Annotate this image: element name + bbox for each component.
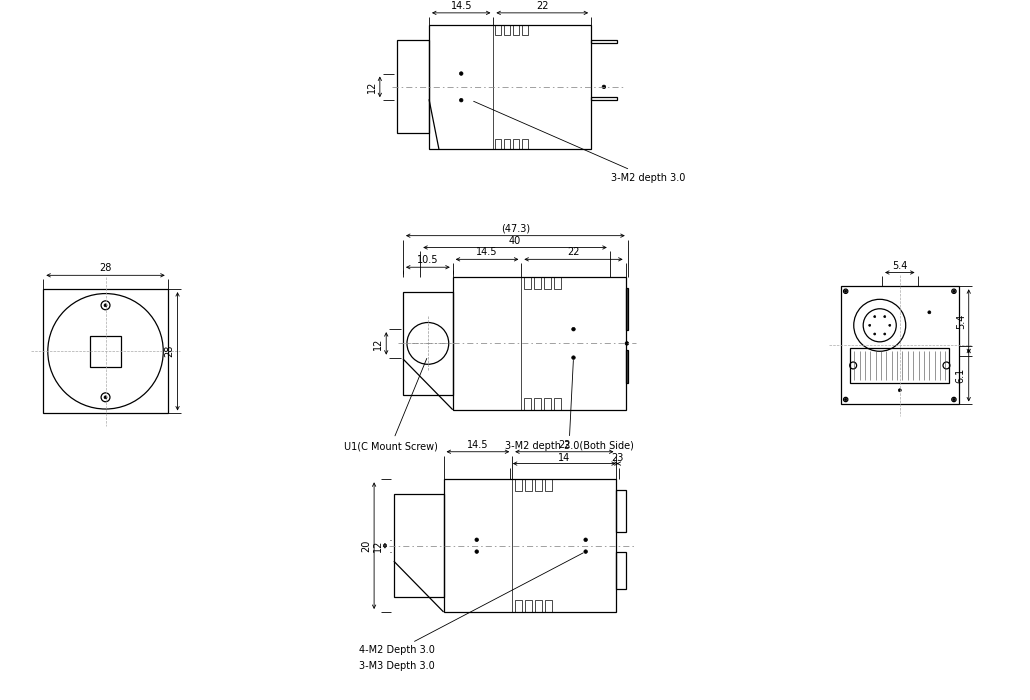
Circle shape (873, 316, 875, 318)
Text: 3-M2 depth 3.0: 3-M2 depth 3.0 (474, 102, 685, 183)
Bar (397, 40, 430, 134)
Circle shape (873, 333, 875, 335)
Circle shape (475, 550, 479, 554)
Text: 20: 20 (362, 540, 371, 552)
Text: 28: 28 (99, 263, 111, 274)
Text: 12: 12 (373, 540, 383, 552)
Text: 22: 22 (558, 440, 571, 450)
Bar (544, 398, 551, 410)
Bar (505, 139, 510, 149)
Circle shape (845, 290, 847, 293)
Bar (513, 139, 519, 149)
Text: 22: 22 (536, 1, 549, 11)
Text: U1(C Mount Screw): U1(C Mount Screw) (344, 358, 438, 452)
Text: 12: 12 (373, 337, 383, 349)
Bar (625, 350, 628, 383)
Bar (616, 490, 626, 533)
Bar (535, 398, 541, 410)
Bar (535, 480, 542, 491)
Text: 22: 22 (568, 247, 580, 258)
Bar (495, 139, 502, 149)
Circle shape (928, 311, 931, 314)
Text: 5.4: 5.4 (956, 314, 966, 329)
Bar (522, 139, 528, 149)
Circle shape (459, 99, 464, 102)
Bar (90, 336, 122, 367)
Circle shape (584, 550, 587, 554)
Bar (430, 25, 591, 149)
Bar (545, 600, 552, 612)
Bar (591, 40, 617, 43)
Bar (525, 480, 531, 491)
Circle shape (104, 304, 107, 307)
Bar (453, 277, 625, 409)
Bar (43, 289, 168, 414)
Text: 23: 23 (612, 453, 624, 463)
Text: 5.4: 5.4 (892, 260, 907, 271)
Bar (403, 292, 453, 395)
Bar (535, 277, 541, 289)
Bar (515, 600, 522, 612)
Text: (47.3): (47.3) (501, 224, 529, 234)
Bar (524, 398, 531, 410)
Circle shape (584, 538, 587, 542)
Bar (525, 600, 531, 612)
Bar (515, 480, 522, 491)
Text: 3-M2 depth 3.0(Both Side): 3-M2 depth 3.0(Both Side) (505, 360, 633, 452)
Bar (554, 277, 561, 289)
Bar (513, 25, 519, 34)
Circle shape (889, 324, 891, 326)
Circle shape (953, 398, 955, 400)
Text: 6.1: 6.1 (956, 368, 966, 383)
Circle shape (845, 398, 847, 400)
Circle shape (475, 538, 479, 542)
Text: 10.5: 10.5 (417, 256, 439, 265)
Circle shape (868, 324, 870, 326)
Text: 28: 28 (165, 345, 175, 358)
Bar (524, 277, 531, 289)
Bar (840, 286, 959, 405)
Bar (544, 277, 551, 289)
Text: 14: 14 (558, 453, 571, 463)
Bar (554, 398, 561, 410)
Circle shape (884, 333, 886, 335)
Text: 3-M3 Depth 3.0: 3-M3 Depth 3.0 (359, 662, 435, 671)
Bar (591, 97, 617, 100)
Circle shape (603, 85, 606, 89)
Bar (495, 25, 502, 34)
Text: 14.5: 14.5 (450, 1, 472, 11)
Text: 12: 12 (367, 80, 377, 93)
Circle shape (884, 316, 886, 318)
Text: 4-M2 Depth 3.0: 4-M2 Depth 3.0 (359, 553, 583, 655)
Bar (444, 480, 616, 612)
Circle shape (898, 389, 901, 392)
Bar (616, 552, 626, 589)
Bar (545, 480, 552, 491)
Text: 14.5: 14.5 (476, 247, 497, 258)
Bar (850, 348, 950, 383)
Circle shape (953, 290, 955, 293)
Circle shape (104, 395, 107, 399)
Text: 40: 40 (509, 236, 521, 246)
Circle shape (572, 328, 576, 331)
Bar (522, 25, 528, 34)
Bar (535, 600, 542, 612)
Bar (505, 25, 510, 34)
Circle shape (459, 72, 464, 76)
Text: 14.5: 14.5 (468, 440, 488, 450)
Bar (625, 288, 628, 330)
Circle shape (625, 342, 628, 345)
Bar (393, 494, 444, 597)
Circle shape (572, 356, 576, 359)
